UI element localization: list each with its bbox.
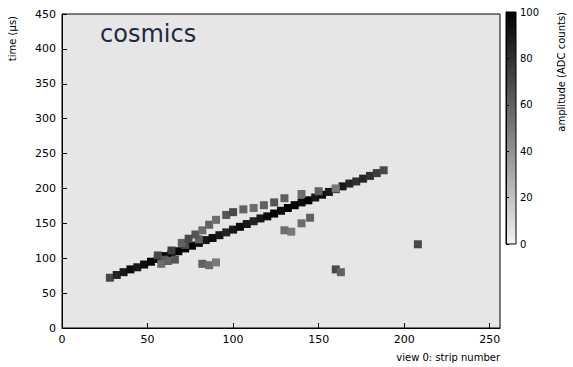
svg-text:0: 0 [59,333,66,346]
svg-text:100: 100 [223,333,244,346]
svg-text:60: 60 [520,99,533,110]
svg-text:40: 40 [520,146,533,157]
svg-text:350: 350 [35,77,56,90]
svg-text:150: 150 [35,217,56,230]
svg-text:400: 400 [35,42,56,55]
svg-text:200: 200 [394,333,415,346]
svg-text:250: 250 [479,333,500,346]
svg-text:0: 0 [520,239,526,250]
svg-text:cosmics: cosmics [100,20,196,48]
svg-text:150: 150 [308,333,329,346]
svg-text:250: 250 [35,147,56,160]
svg-text:200: 200 [35,182,56,195]
svg-text:0: 0 [49,322,56,335]
svg-text:amplitude (ADC counts): amplitude (ADC counts) [556,12,567,132]
svg-text:80: 80 [520,53,533,64]
svg-text:100: 100 [35,252,56,265]
svg-text:50: 50 [42,287,56,300]
svg-text:20: 20 [520,192,533,203]
svg-text:450: 450 [35,8,56,21]
svg-text:300: 300 [35,112,56,125]
svg-text:time (µs): time (µs) [7,16,18,61]
svg-text:view 0: strip number: view 0: strip number [396,352,501,363]
svg-text:50: 50 [141,333,155,346]
svg-text:100: 100 [520,7,539,18]
